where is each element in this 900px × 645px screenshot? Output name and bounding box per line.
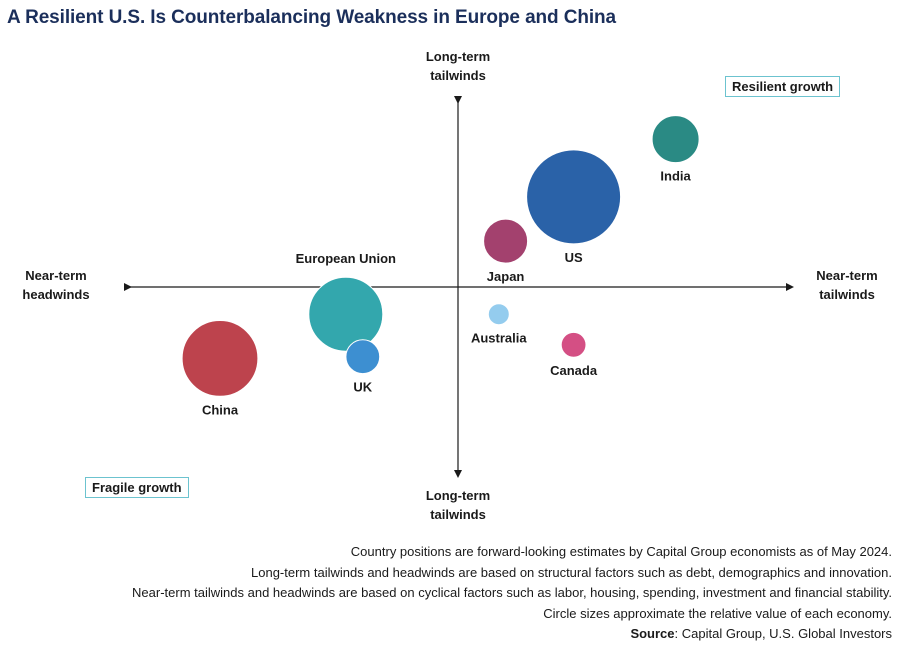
bubble-japan [483,218,529,264]
bubble-label-china: China [202,402,239,417]
axis-label-right-line1: Near-term [816,268,877,283]
bubble-label-australia: Australia [471,331,527,346]
source-label: Source [630,626,675,641]
bubble-label-uk: UK [353,380,372,395]
source-text: : Capital Group, U.S. Global Investors [674,626,892,641]
bubble-us [526,149,622,245]
footnote-line: Near-term tailwinds and headwinds are ba… [132,585,892,600]
bubble-european-union [308,276,384,352]
axes: Long-term tailwinds Long-term tailwinds … [22,49,877,522]
footnote-line: Long-term tailwinds and headwinds are ba… [251,564,892,580]
bubble-label-us: US [565,250,583,265]
quadrant-label-fragile: Fragile growth [85,477,189,498]
axis-label-bottom-line2: tailwinds [430,507,486,522]
axis-label-left-line1: Near-term [25,268,86,283]
footnotes: Country positions are forward-looking es… [132,542,892,645]
bubble-chart: Long-term tailwinds Long-term tailwinds … [22,49,877,522]
quadrant-label-resilient: Resilient growth [725,76,841,97]
bubble-label-india: India [660,169,691,184]
source-line: Source: Capital Group, U.S. Global Inves… [132,624,892,645]
footnote-line: Country positions are forward-looking es… [350,544,892,559]
bubble-uk [345,339,381,375]
bubble-label-european-union: European Union [296,251,396,266]
bubbles: India US Japan European Union UK China Austral… [181,115,700,417]
bubble-australia [487,303,510,326]
axis-label-left-line2: headwinds [22,287,89,302]
axis-label-bottom-line1: Long-term [426,488,490,503]
axis-label-top-line1: Long-term [426,49,490,64]
bubble-label-canada: Canada [550,363,598,378]
bubble-india [651,115,700,164]
bubble-label-japan: Japan [487,269,525,284]
axis-label-top-line2: tailwinds [430,68,486,83]
footnote-line: Circle sizes approximate the relative va… [543,605,892,621]
bubble-canada [560,331,587,358]
axis-label-right-line2: tailwinds [819,287,875,302]
bubble-china [181,320,259,397]
chart-title: A Resilient U.S. Is Counterbalancing Wea… [7,7,617,28]
